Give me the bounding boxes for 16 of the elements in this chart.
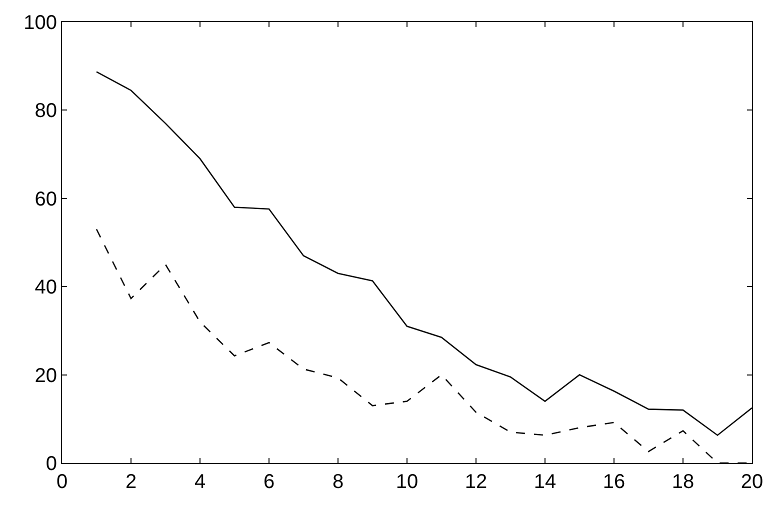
x-tick-label: 18: [672, 471, 694, 493]
x-tick-label: 8: [332, 471, 344, 493]
y-tick-label: 20: [34, 364, 57, 387]
y-tick-label: 40: [34, 276, 57, 299]
x-tick-label: 14: [534, 471, 556, 493]
x-tick-label: 6: [263, 471, 275, 493]
y-tick-label: 60: [34, 188, 57, 210]
x-tick-label: 2: [125, 471, 137, 493]
y-tick-label: 100: [24, 12, 57, 34]
y-tick-label: 0: [46, 453, 57, 475]
x-tick-label: 4: [194, 471, 206, 493]
x-tick-label: 12: [464, 471, 488, 493]
x-tick-label: 16: [602, 471, 626, 493]
y-tick-label: 80: [34, 100, 57, 122]
x-tick-label: 10: [396, 471, 418, 493]
x-tick-label: 20: [740, 471, 764, 493]
